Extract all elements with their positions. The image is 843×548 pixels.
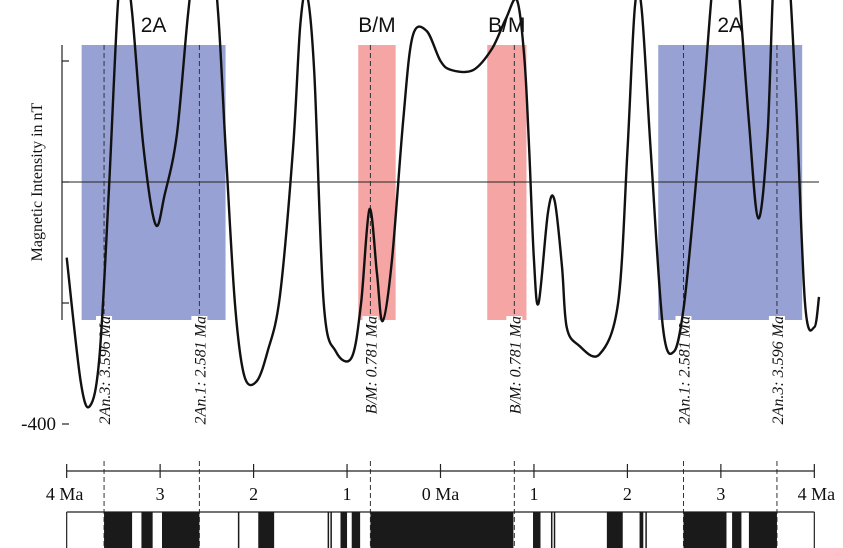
normal-polarity-block-6 bbox=[370, 512, 514, 548]
normal-polarity-block-4 bbox=[340, 512, 348, 548]
x-tick-label-5: 1 bbox=[529, 484, 538, 504]
normal-polarity-block-0 bbox=[104, 512, 133, 548]
normal-polarity-block-8 bbox=[606, 512, 623, 548]
normal-polarity-block-7 bbox=[533, 512, 541, 548]
marker-label-3: B/M: 0.781 Ma bbox=[507, 316, 524, 414]
polarity-bands: 2A B/M B/M 2A bbox=[81, 14, 803, 320]
normal-polarity-block-11 bbox=[732, 512, 742, 548]
x-tick-label-8: 4 Ma bbox=[798, 484, 836, 504]
x-axis: 4 Ma 3 2 1 0 Ma 1 2 3 4 Ma bbox=[46, 464, 835, 504]
band-label-2: B/M bbox=[488, 14, 525, 37]
marker-label-0: 2An.3: 3.596 Ma bbox=[97, 316, 114, 424]
x-tick-label-4: 0 Ma bbox=[422, 484, 460, 504]
normal-polarity-block-3 bbox=[258, 512, 275, 548]
chron-markers: 2An.3: 3.596 Ma 2An.1: 2.581 Ma B/M: 0.781… bbox=[96, 45, 787, 548]
x-tick-label-6: 2 bbox=[623, 484, 632, 504]
marker-label-4: 2An.1: 2.581 Ma bbox=[676, 316, 693, 424]
band-label-1: B/M bbox=[358, 14, 395, 37]
polarity-timescale bbox=[66, 511, 815, 548]
x-tick-label-2: 2 bbox=[249, 484, 258, 504]
anomaly-curve-layer bbox=[65, 0, 821, 409]
y-tick-label-4: -400 bbox=[21, 414, 56, 435]
normal-polarity-block-9 bbox=[639, 512, 644, 548]
normal-polarity-block-5 bbox=[351, 512, 361, 548]
x-tick-label-7: 3 bbox=[716, 484, 725, 504]
anomaly-curve-0 bbox=[65, 0, 821, 409]
normal-polarity-block-2 bbox=[161, 512, 200, 548]
marker-label-bg-2 bbox=[362, 316, 379, 460]
x-tick-label-1: 3 bbox=[156, 484, 165, 504]
marker-label-bg-4 bbox=[675, 316, 692, 460]
marker-label-5: 2An.3: 3.596 Ma bbox=[770, 316, 787, 424]
band-label-0: 2A bbox=[141, 14, 167, 37]
y-axis-label: Magnetic Intensity in nT bbox=[29, 102, 46, 261]
x-tick-label-0: 4 Ma bbox=[46, 484, 84, 504]
marker-label-bg-1 bbox=[191, 316, 208, 460]
band-label-3: 2A bbox=[717, 14, 743, 37]
marker-label-1: 2An.1: 2.581 Ma bbox=[192, 316, 209, 424]
normal-polarity-block-12 bbox=[748, 512, 777, 548]
marker-label-2: B/M: 0.781 Ma bbox=[363, 316, 380, 414]
marker-label-bg-3 bbox=[506, 316, 523, 460]
normal-polarity-block-1 bbox=[141, 512, 153, 548]
marker-label-bg-5 bbox=[768, 316, 785, 460]
x-tick-label-3: 1 bbox=[343, 484, 352, 504]
normal-polarity-block-10 bbox=[683, 512, 727, 548]
